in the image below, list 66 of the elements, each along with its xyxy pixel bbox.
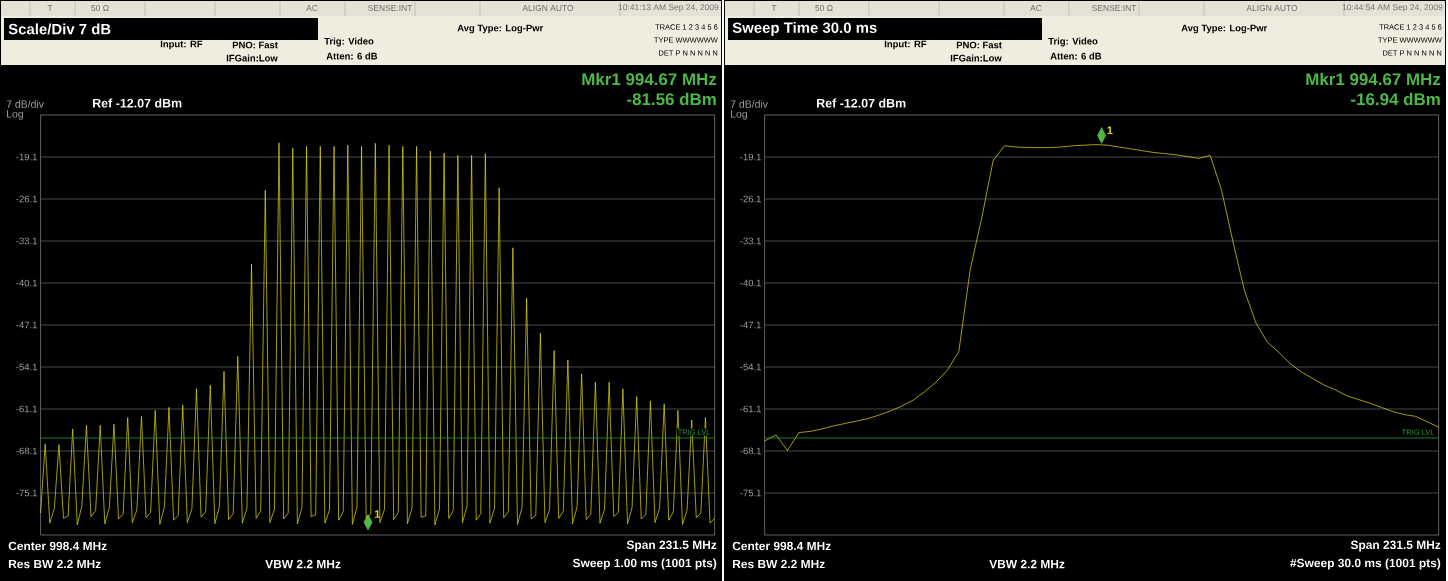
y-tick-label: -61.1 bbox=[16, 405, 37, 413]
text: Input: RF bbox=[160, 40, 203, 50]
text: Res BW 2.2 MHz bbox=[733, 559, 825, 569]
text: AC bbox=[306, 5, 318, 11]
text: T bbox=[771, 5, 777, 11]
text: Sweep 1.00 ms (1001 pts) bbox=[572, 558, 717, 570]
text: 50 Ω bbox=[815, 5, 833, 11]
y-tick-label: -19.1 bbox=[16, 153, 37, 161]
y-tick-label: -47.1 bbox=[740, 321, 761, 329]
y-tick-label: -75.1 bbox=[16, 489, 37, 497]
text: AC bbox=[1030, 5, 1042, 11]
text: -16.94 dBm bbox=[1351, 92, 1440, 106]
text: Atten: 6 dB bbox=[326, 52, 378, 60]
text: Center 998.4 MHz bbox=[8, 541, 107, 551]
text: Avg Type: Log-Pwr bbox=[457, 24, 544, 34]
y-tick-label: -26.1 bbox=[16, 195, 37, 203]
text: PNO: Fast bbox=[232, 41, 278, 49]
text: IFGain:Low bbox=[226, 54, 278, 62]
text: VBW 2.2 MHz bbox=[989, 559, 1065, 569]
text: VBW 2.2 MHz bbox=[265, 559, 341, 569]
text: Mkr1 994.67 MHz bbox=[582, 72, 717, 86]
text: Center 998.4 MHz bbox=[732, 541, 831, 551]
text: Sweep Time 30.0 ms bbox=[732, 22, 877, 36]
text: -81.56 dBm bbox=[627, 92, 716, 106]
text: Trig: Video bbox=[324, 37, 374, 47]
y-tick-label: -68.1 bbox=[16, 447, 37, 455]
text: SENSE:INT bbox=[1092, 5, 1137, 11]
text: Trig: Video bbox=[1048, 37, 1098, 47]
text: Log bbox=[7, 110, 23, 120]
text: SENSE:INT bbox=[368, 5, 413, 11]
text: Avg Type: Log-Pwr bbox=[1181, 24, 1268, 34]
y-tick-label: -54.1 bbox=[16, 363, 37, 371]
y-tick-label: -68.1 bbox=[740, 447, 761, 455]
text: Scale/Div 7 dB bbox=[8, 23, 111, 35]
annotation: 1 bbox=[374, 510, 380, 518]
text: Input: RF bbox=[884, 40, 927, 50]
y-tick-label: -54.1 bbox=[740, 363, 761, 371]
annotation: 1 bbox=[1107, 126, 1113, 135]
text: 7 dB/div bbox=[730, 100, 768, 108]
y-tick-label: -40.1 bbox=[16, 279, 37, 287]
text: Ref -12.07 dBm bbox=[93, 98, 182, 108]
text: Span 231.5 MHz bbox=[626, 540, 717, 552]
text: Span 231.5 MHz bbox=[1350, 540, 1441, 552]
text: PNO: Fast bbox=[956, 41, 1002, 49]
text: 10:44:54 AM Sep 24, 2009 bbox=[1342, 4, 1443, 12]
text: #Sweep 30.0 ms (1001 pts) bbox=[1290, 558, 1441, 570]
y-tick-label: -19.1 bbox=[740, 153, 761, 161]
text: ALIGN AUTO bbox=[1246, 5, 1298, 11]
text: ALIGN AUTO bbox=[522, 5, 574, 11]
y-tick-label: -26.1 bbox=[740, 195, 761, 203]
y-tick-label: -75.1 bbox=[740, 489, 761, 497]
text: IFGain:Low bbox=[950, 54, 1002, 62]
y-tick-label: -40.1 bbox=[740, 279, 761, 287]
y-tick-label: -33.1 bbox=[740, 237, 761, 245]
text: T bbox=[47, 5, 53, 11]
text: Mkr1 994.67 MHz bbox=[1306, 72, 1441, 86]
text: Atten: 6 dB bbox=[1050, 52, 1102, 60]
y-tick-label: -47.1 bbox=[16, 321, 37, 329]
text: 50 Ω bbox=[91, 5, 109, 11]
text: Log bbox=[731, 110, 747, 120]
text: Res BW 2.2 MHz bbox=[9, 559, 101, 569]
text: 10:41:13 AM Sep 24, 2009 bbox=[618, 4, 719, 12]
text: Ref -12.07 dBm bbox=[817, 98, 906, 108]
y-tick-label: -33.1 bbox=[16, 237, 37, 245]
text: 7 dB/div bbox=[6, 100, 44, 108]
y-tick-label: -61.1 bbox=[740, 405, 761, 413]
